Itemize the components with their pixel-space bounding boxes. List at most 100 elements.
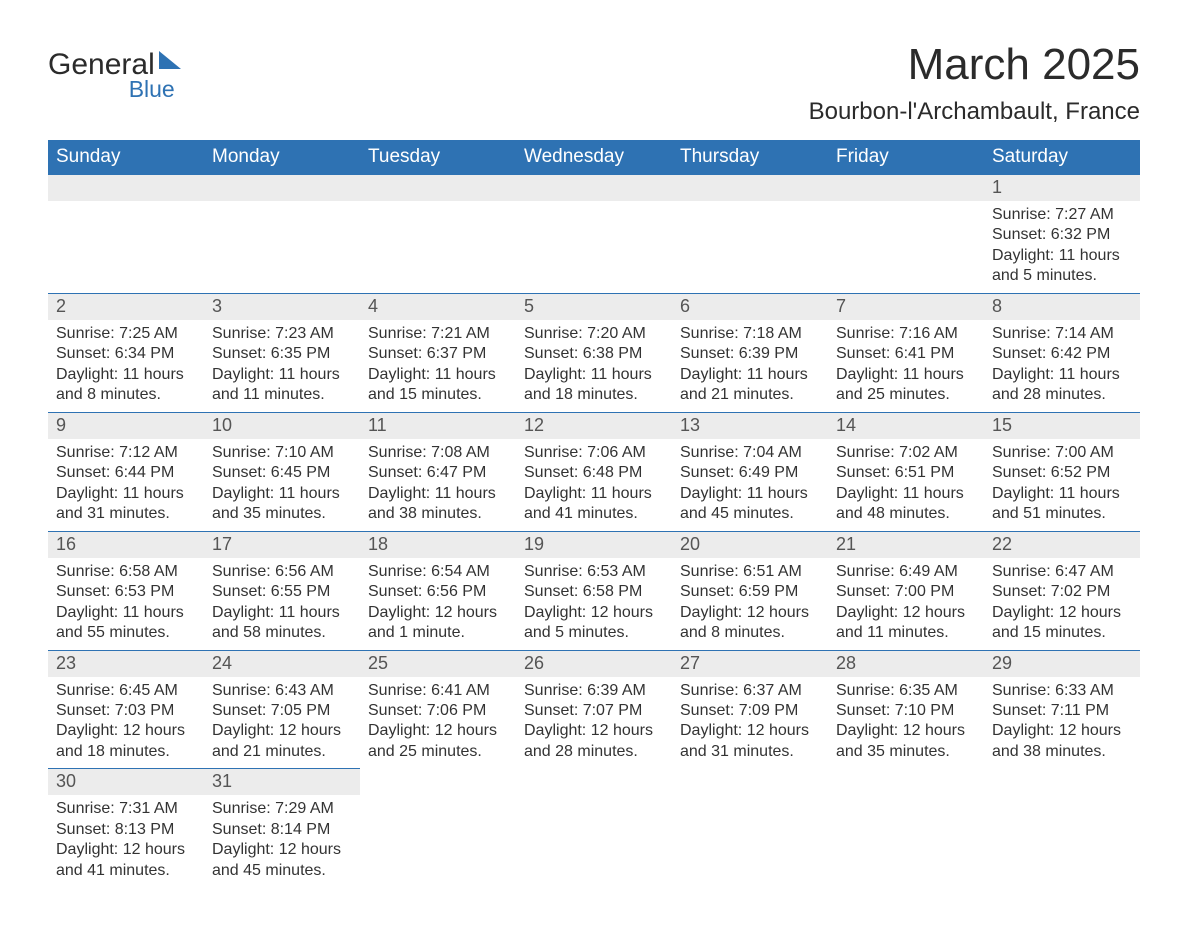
sunset-line: Sunset: 6:49 PM bbox=[680, 463, 820, 483]
calendar-empty-cell bbox=[360, 769, 516, 887]
day-body: Sunrise: 7:12 AMSunset: 6:44 PMDaylight:… bbox=[48, 439, 204, 531]
sunrise-line: Sunrise: 7:00 AM bbox=[992, 443, 1132, 463]
calendar-day-cell: 27Sunrise: 6:37 AMSunset: 7:09 PMDayligh… bbox=[672, 650, 828, 769]
calendar-week-row: 2Sunrise: 7:25 AMSunset: 6:34 PMDaylight… bbox=[48, 293, 1140, 412]
daylight-line: Daylight: 11 hours and 31 minutes. bbox=[56, 484, 196, 525]
day-number-bar: 2 bbox=[48, 294, 204, 320]
calendar-empty-cell bbox=[672, 175, 828, 293]
day-number-bar: 19 bbox=[516, 532, 672, 558]
calendar-day-cell: 12Sunrise: 7:06 AMSunset: 6:48 PMDayligh… bbox=[516, 412, 672, 531]
daylight-line: Daylight: 11 hours and 55 minutes. bbox=[56, 603, 196, 644]
day-body bbox=[516, 795, 672, 873]
day-number-bar: 13 bbox=[672, 413, 828, 439]
calendar-day-cell: 22Sunrise: 6:47 AMSunset: 7:02 PMDayligh… bbox=[984, 531, 1140, 650]
day-body: Sunrise: 6:51 AMSunset: 6:59 PMDaylight:… bbox=[672, 558, 828, 650]
day-number-bar bbox=[672, 769, 828, 795]
calendar-day-cell: 25Sunrise: 6:41 AMSunset: 7:06 PMDayligh… bbox=[360, 650, 516, 769]
daylight-line: Daylight: 12 hours and 41 minutes. bbox=[56, 840, 196, 881]
sunrise-line: Sunrise: 6:41 AM bbox=[368, 681, 508, 701]
day-number-bar: 8 bbox=[984, 294, 1140, 320]
calendar-empty-cell bbox=[516, 769, 672, 887]
sunrise-line: Sunrise: 7:20 AM bbox=[524, 324, 664, 344]
calendar-week-row: 30Sunrise: 7:31 AMSunset: 8:13 PMDayligh… bbox=[48, 769, 1140, 887]
daylight-line: Daylight: 11 hours and 58 minutes. bbox=[212, 603, 352, 644]
day-body bbox=[984, 795, 1140, 873]
sunrise-line: Sunrise: 6:45 AM bbox=[56, 681, 196, 701]
day-body: Sunrise: 7:21 AMSunset: 6:37 PMDaylight:… bbox=[360, 320, 516, 412]
weekday-header: Thursday bbox=[672, 140, 828, 175]
daylight-line: Daylight: 11 hours and 8 minutes. bbox=[56, 365, 196, 406]
day-body: Sunrise: 6:37 AMSunset: 7:09 PMDaylight:… bbox=[672, 677, 828, 769]
day-number-bar: 22 bbox=[984, 532, 1140, 558]
calendar-day-cell: 24Sunrise: 6:43 AMSunset: 7:05 PMDayligh… bbox=[204, 650, 360, 769]
day-number-bar: 21 bbox=[828, 532, 984, 558]
day-body: Sunrise: 6:41 AMSunset: 7:06 PMDaylight:… bbox=[360, 677, 516, 769]
day-number-bar: 11 bbox=[360, 413, 516, 439]
sunrise-line: Sunrise: 6:53 AM bbox=[524, 562, 664, 582]
day-body: Sunrise: 6:39 AMSunset: 7:07 PMDaylight:… bbox=[516, 677, 672, 769]
day-body: Sunrise: 7:29 AMSunset: 8:14 PMDaylight:… bbox=[204, 795, 360, 887]
daylight-line: Daylight: 11 hours and 51 minutes. bbox=[992, 484, 1132, 525]
day-body: Sunrise: 6:47 AMSunset: 7:02 PMDaylight:… bbox=[984, 558, 1140, 650]
calendar-day-cell: 21Sunrise: 6:49 AMSunset: 7:00 PMDayligh… bbox=[828, 531, 984, 650]
sunset-line: Sunset: 6:51 PM bbox=[836, 463, 976, 483]
calendar-day-cell: 19Sunrise: 6:53 AMSunset: 6:58 PMDayligh… bbox=[516, 531, 672, 650]
calendar-empty-cell bbox=[204, 175, 360, 293]
day-number-bar: 10 bbox=[204, 413, 360, 439]
calendar-day-cell: 11Sunrise: 7:08 AMSunset: 6:47 PMDayligh… bbox=[360, 412, 516, 531]
sunset-line: Sunset: 7:10 PM bbox=[836, 701, 976, 721]
day-body bbox=[672, 201, 828, 279]
sunrise-line: Sunrise: 7:14 AM bbox=[992, 324, 1132, 344]
day-number-bar: 14 bbox=[828, 413, 984, 439]
day-number-bar bbox=[360, 175, 516, 201]
sunrise-line: Sunrise: 7:12 AM bbox=[56, 443, 196, 463]
sunset-line: Sunset: 7:05 PM bbox=[212, 701, 352, 721]
calendar-empty-cell bbox=[828, 175, 984, 293]
sunrise-line: Sunrise: 6:33 AM bbox=[992, 681, 1132, 701]
sunrise-line: Sunrise: 7:21 AM bbox=[368, 324, 508, 344]
sunset-line: Sunset: 7:02 PM bbox=[992, 582, 1132, 602]
sunset-line: Sunset: 7:11 PM bbox=[992, 701, 1132, 721]
daylight-line: Daylight: 11 hours and 15 minutes. bbox=[368, 365, 508, 406]
sunrise-line: Sunrise: 6:39 AM bbox=[524, 681, 664, 701]
day-body: Sunrise: 7:02 AMSunset: 6:51 PMDaylight:… bbox=[828, 439, 984, 531]
sunset-line: Sunset: 6:41 PM bbox=[836, 344, 976, 364]
daylight-line: Daylight: 11 hours and 21 minutes. bbox=[680, 365, 820, 406]
calendar-week-row: 16Sunrise: 6:58 AMSunset: 6:53 PMDayligh… bbox=[48, 531, 1140, 650]
day-number-bar bbox=[516, 769, 672, 795]
calendar-day-cell: 23Sunrise: 6:45 AMSunset: 7:03 PMDayligh… bbox=[48, 650, 204, 769]
calendar-empty-cell bbox=[828, 769, 984, 887]
day-number-bar bbox=[48, 175, 204, 201]
day-number-bar bbox=[360, 769, 516, 795]
sunrise-line: Sunrise: 6:56 AM bbox=[212, 562, 352, 582]
day-body: Sunrise: 6:33 AMSunset: 7:11 PMDaylight:… bbox=[984, 677, 1140, 769]
day-body: Sunrise: 6:43 AMSunset: 7:05 PMDaylight:… bbox=[204, 677, 360, 769]
sunrise-line: Sunrise: 7:16 AM bbox=[836, 324, 976, 344]
day-body: Sunrise: 6:53 AMSunset: 6:58 PMDaylight:… bbox=[516, 558, 672, 650]
day-body bbox=[672, 795, 828, 873]
calendar-day-cell: 5Sunrise: 7:20 AMSunset: 6:38 PMDaylight… bbox=[516, 293, 672, 412]
sunrise-line: Sunrise: 7:29 AM bbox=[212, 799, 352, 819]
calendar-empty-cell bbox=[672, 769, 828, 887]
calendar-week-row: 1Sunrise: 7:27 AMSunset: 6:32 PMDaylight… bbox=[48, 175, 1140, 293]
day-body bbox=[204, 201, 360, 279]
location-subtitle: Bourbon-l'Archambault, France bbox=[809, 98, 1140, 126]
sunrise-line: Sunrise: 7:31 AM bbox=[56, 799, 196, 819]
calendar-empty-cell bbox=[48, 175, 204, 293]
sunset-line: Sunset: 7:00 PM bbox=[836, 582, 976, 602]
weekday-header: Tuesday bbox=[360, 140, 516, 175]
calendar-day-cell: 3Sunrise: 7:23 AMSunset: 6:35 PMDaylight… bbox=[204, 293, 360, 412]
weekday-header: Wednesday bbox=[516, 140, 672, 175]
sunrise-line: Sunrise: 7:06 AM bbox=[524, 443, 664, 463]
day-number-bar: 15 bbox=[984, 413, 1140, 439]
month-title: March 2025 bbox=[809, 40, 1140, 90]
day-number-bar: 27 bbox=[672, 651, 828, 677]
day-number-bar bbox=[984, 769, 1140, 795]
calendar-day-cell: 29Sunrise: 6:33 AMSunset: 7:11 PMDayligh… bbox=[984, 650, 1140, 769]
sunrise-line: Sunrise: 6:51 AM bbox=[680, 562, 820, 582]
sunset-line: Sunset: 6:34 PM bbox=[56, 344, 196, 364]
weekday-header: Saturday bbox=[984, 140, 1140, 175]
sunrise-line: Sunrise: 6:58 AM bbox=[56, 562, 196, 582]
daylight-line: Daylight: 11 hours and 18 minutes. bbox=[524, 365, 664, 406]
calendar-day-cell: 26Sunrise: 6:39 AMSunset: 7:07 PMDayligh… bbox=[516, 650, 672, 769]
